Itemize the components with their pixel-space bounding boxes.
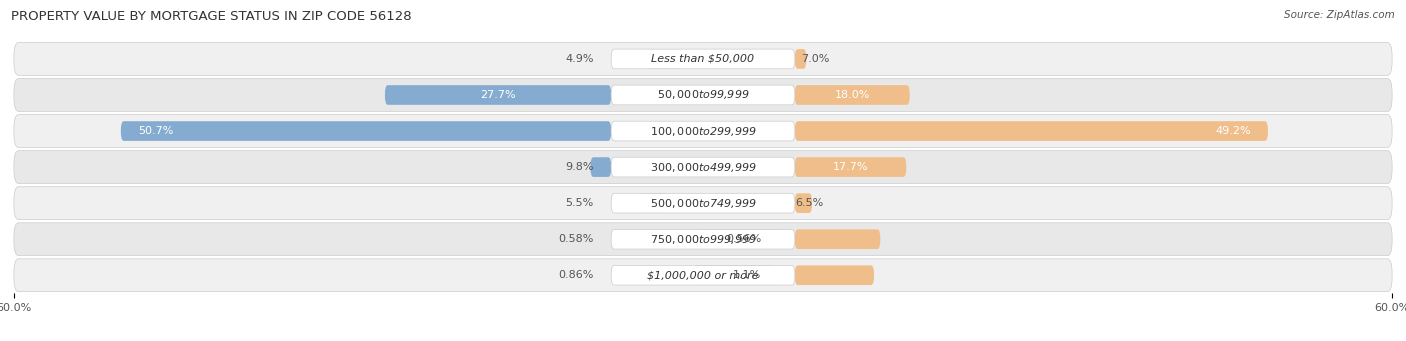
Text: 0.86%: 0.86% [558,270,593,280]
FancyBboxPatch shape [14,223,1392,256]
FancyBboxPatch shape [794,121,1268,141]
Text: 1.1%: 1.1% [733,270,761,280]
FancyBboxPatch shape [14,115,1392,147]
FancyBboxPatch shape [385,85,612,105]
FancyBboxPatch shape [612,85,794,105]
Text: 0.58%: 0.58% [558,234,593,244]
FancyBboxPatch shape [794,229,880,249]
FancyBboxPatch shape [696,229,782,249]
FancyBboxPatch shape [693,265,775,285]
Text: 9.8%: 9.8% [565,162,593,172]
FancyBboxPatch shape [612,121,794,141]
Text: $750,000 to $999,999: $750,000 to $999,999 [650,233,756,246]
Text: PROPERTY VALUE BY MORTGAGE STATUS IN ZIP CODE 56128: PROPERTY VALUE BY MORTGAGE STATUS IN ZIP… [11,10,412,23]
Text: Source: ZipAtlas.com: Source: ZipAtlas.com [1284,10,1395,20]
Text: 4.9%: 4.9% [565,54,593,64]
Text: $500,000 to $749,999: $500,000 to $749,999 [650,197,756,210]
Text: 18.0%: 18.0% [835,90,870,100]
Text: $50,000 to $99,999: $50,000 to $99,999 [657,89,749,102]
FancyBboxPatch shape [794,49,807,69]
Text: 6.5%: 6.5% [794,198,823,208]
Text: $100,000 to $299,999: $100,000 to $299,999 [650,124,756,137]
Text: 7.0%: 7.0% [800,54,830,64]
Text: 49.2%: 49.2% [1215,126,1251,136]
FancyBboxPatch shape [14,151,1392,183]
FancyBboxPatch shape [794,157,907,177]
FancyBboxPatch shape [794,193,813,213]
Text: $1,000,000 or more: $1,000,000 or more [647,270,759,280]
FancyBboxPatch shape [794,85,910,105]
FancyBboxPatch shape [591,157,612,177]
Text: 50.7%: 50.7% [138,126,173,136]
Text: 0.56%: 0.56% [727,234,762,244]
FancyBboxPatch shape [612,265,794,285]
FancyBboxPatch shape [14,187,1392,220]
Legend: Without Mortgage, With Mortgage: Without Mortgage, With Mortgage [579,339,827,341]
Text: 5.5%: 5.5% [565,198,593,208]
FancyBboxPatch shape [14,43,1392,75]
Text: 17.7%: 17.7% [832,162,869,172]
FancyBboxPatch shape [14,259,1392,292]
FancyBboxPatch shape [14,78,1392,112]
FancyBboxPatch shape [612,49,794,69]
Text: 27.7%: 27.7% [481,90,516,100]
Text: Less than $50,000: Less than $50,000 [651,54,755,64]
FancyBboxPatch shape [612,193,794,213]
FancyBboxPatch shape [612,229,794,249]
FancyBboxPatch shape [640,193,669,213]
FancyBboxPatch shape [121,121,612,141]
FancyBboxPatch shape [612,157,794,177]
FancyBboxPatch shape [647,49,682,69]
FancyBboxPatch shape [794,265,875,285]
Text: $300,000 to $499,999: $300,000 to $499,999 [650,161,756,174]
